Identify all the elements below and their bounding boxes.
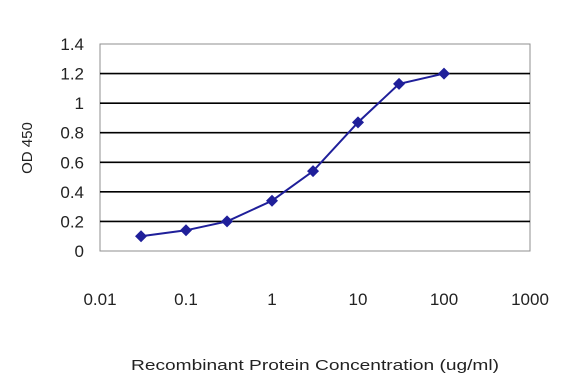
gridlines [100, 72, 530, 223]
y-tick-label: 0.6 [60, 153, 84, 172]
data-point [438, 67, 450, 80]
x-axis-title: Recombinant Protein Concentration (ug/ml… [131, 357, 499, 374]
x-tick-label: 0.1 [174, 290, 198, 309]
data-point [393, 77, 406, 90]
data-series [135, 67, 450, 243]
x-tick-label: 10 [349, 290, 368, 309]
data-point [135, 230, 148, 243]
y-tick-label: 1.2 [60, 65, 84, 84]
data-point [307, 165, 320, 178]
data-point [180, 224, 192, 237]
x-axis-ticks: 0.01 0.1 1 10 100 1000 [83, 290, 548, 309]
data-point [352, 116, 364, 129]
x-tick-label: 1 [267, 290, 276, 309]
y-axis-ticks: 0 0.2 0.4 0.6 0.8 1 1.2 1.4 [60, 35, 84, 261]
x-tick-label: 1000 [511, 290, 549, 309]
y-axis-title: OD 450 [19, 122, 36, 174]
y-tick-label: 1.4 [60, 35, 84, 54]
y-tick-label: 0 [75, 242, 84, 261]
series-line [140, 72, 445, 238]
y-tick-label: 0.4 [60, 183, 84, 202]
data-point [266, 194, 278, 207]
x-tick-label: 100 [430, 290, 458, 309]
y-tick-label: 0.8 [60, 124, 84, 143]
y-tick-label: 1 [75, 94, 84, 113]
plot-area [99, 43, 531, 252]
data-point [221, 215, 234, 228]
x-tick-label: 0.01 [83, 290, 116, 309]
y-tick-label: 0.2 [60, 212, 84, 231]
